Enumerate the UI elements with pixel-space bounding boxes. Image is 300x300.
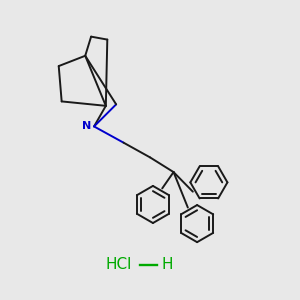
Text: H: H bbox=[162, 257, 173, 272]
Text: HCl: HCl bbox=[106, 257, 132, 272]
Text: N: N bbox=[82, 122, 91, 131]
